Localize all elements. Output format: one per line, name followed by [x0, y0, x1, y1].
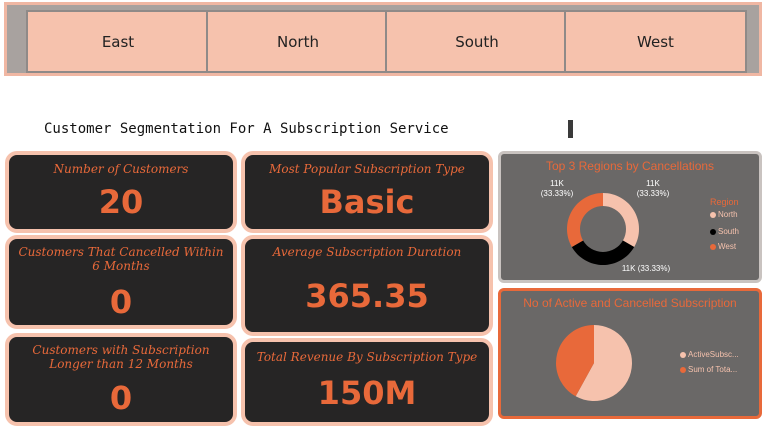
kpi-card-revenue[interactable]: Total Revenue By Subscription Type 150M [241, 338, 493, 426]
legend-item-west[interactable]: West [710, 242, 736, 251]
chart-panel-cancellations[interactable]: Top 3 Regions by Cancellations 11K (33.3… [498, 151, 762, 283]
legend-label: Sum of Tota... [688, 365, 738, 374]
slice-south[interactable] [571, 240, 635, 266]
kpi-value: 0 [109, 283, 133, 321]
legend-item-north[interactable]: North [710, 210, 738, 219]
kpi-label: Average Subscription Duration [272, 245, 462, 259]
kpi-card-longer-12-months[interactable]: Customers with Subscription Longer than … [5, 333, 237, 426]
legend-label: South [718, 227, 739, 236]
legend-label: West [718, 242, 737, 251]
legend-dot [710, 228, 716, 235]
kpi-value: Basic [319, 183, 415, 221]
legend-dot [710, 211, 716, 218]
kpi-card-cancelled-6-months[interactable]: Customers That Cancelled Within 6 Months… [5, 235, 237, 329]
donut-data-label: 11K (33.33%) [636, 179, 670, 198]
kpi-card-customers[interactable]: Number of Customers 20 [5, 151, 237, 233]
slice-sum-of-tota[interactable] [556, 325, 594, 397]
donut-chart [567, 193, 639, 266]
slicer-option-west[interactable]: West [564, 10, 747, 73]
legend-dot [710, 243, 716, 250]
kpi-value: 365.35 [305, 277, 429, 315]
kpi-value: 150M [317, 374, 417, 412]
donut-data-label: 11K (33.33%) [540, 179, 574, 198]
slice-activesubsc[interactable] [575, 325, 632, 401]
slicer-option-north[interactable]: North [206, 10, 390, 73]
kpi-label: Most Popular Subscription Type [269, 162, 465, 176]
kpi-label: Number of Customers [53, 162, 189, 176]
chart-title: No of Active and Cancelled Subscription [523, 296, 737, 310]
pie-chart [556, 325, 632, 401]
legend-dot [680, 366, 686, 373]
text-cursor [568, 120, 573, 138]
chart-panel-active-cancelled[interactable]: No of Active and Cancelled Subscription … [498, 288, 762, 419]
kpi-label: Total Revenue By Subscription Type [256, 350, 478, 364]
donut-data-label: 11K (33.33%) [621, 264, 671, 273]
legend-label: ActiveSubsc... [688, 350, 739, 359]
kpi-card-popular-type[interactable]: Most Popular Subscription Type Basic [241, 151, 493, 233]
legend-item-total[interactable]: Sum of Tota... [680, 365, 737, 374]
legend-label: North [718, 210, 738, 219]
slice-north[interactable] [603, 193, 639, 247]
kpi-card-avg-duration[interactable]: Average Subscription Duration 365.35 [241, 235, 493, 336]
slicer-option-east[interactable]: East [26, 10, 210, 73]
slice-west[interactable] [567, 193, 603, 247]
slicer-option-south[interactable]: South [385, 10, 569, 73]
kpi-value: 0 [109, 379, 133, 417]
legend-dot [680, 351, 686, 358]
kpi-label: Customers That Cancelled Within 6 Months [18, 245, 224, 273]
legend-item-south[interactable]: South [710, 227, 739, 236]
legend-item-active[interactable]: ActiveSubsc... [680, 350, 739, 359]
kpi-value: 20 [98, 183, 144, 221]
chart-title: Top 3 Regions by Cancellations [545, 159, 715, 173]
region-slicer: East North South West [4, 2, 762, 76]
legend-title: Region [710, 197, 739, 207]
kpi-label: Customers with Subscription Longer than … [32, 343, 210, 371]
page-title: Customer Segmentation For A Subscription… [44, 121, 449, 137]
